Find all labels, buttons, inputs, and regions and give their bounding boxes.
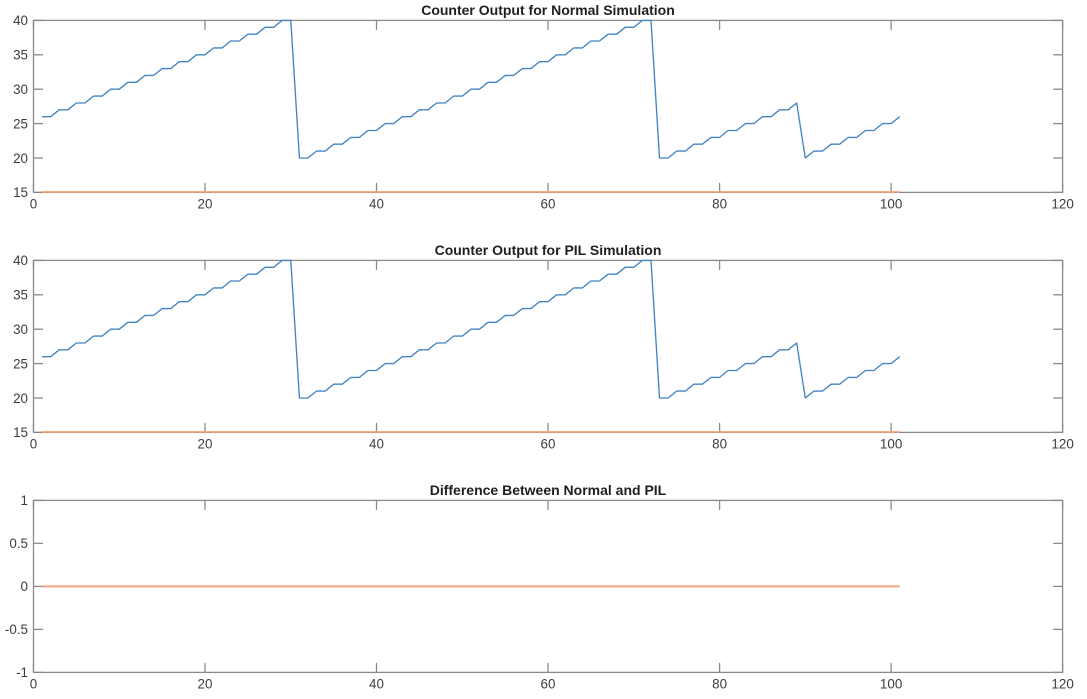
svg-text:20: 20	[13, 391, 28, 406]
svg-text:15: 15	[13, 185, 28, 200]
svg-text:35: 35	[13, 288, 28, 303]
svg-text:25: 25	[13, 116, 28, 131]
svg-text:Difference Between Normal and: Difference Between Normal and PIL	[430, 482, 667, 498]
svg-text:100: 100	[880, 677, 902, 692]
svg-text:Counter Output for PIL Simulat: Counter Output for PIL Simulation	[435, 242, 662, 258]
svg-text:25: 25	[13, 356, 28, 371]
svg-text:20: 20	[13, 151, 28, 166]
svg-text:80: 80	[712, 437, 727, 452]
svg-text:30: 30	[13, 82, 28, 97]
svg-text:40: 40	[13, 13, 28, 28]
svg-text:15: 15	[13, 425, 28, 440]
svg-text:60: 60	[541, 437, 556, 452]
svg-text:0: 0	[30, 677, 37, 692]
svg-text:120: 120	[1051, 197, 1073, 212]
svg-text:40: 40	[13, 253, 28, 268]
svg-text:1: 1	[21, 493, 28, 508]
svg-text:40: 40	[369, 437, 384, 452]
svg-text:100: 100	[880, 437, 902, 452]
svg-text:20: 20	[198, 197, 213, 212]
svg-text:60: 60	[541, 677, 556, 692]
svg-text:-0.5: -0.5	[5, 622, 28, 637]
svg-text:0: 0	[21, 579, 28, 594]
svg-text:100: 100	[880, 197, 902, 212]
svg-text:120: 120	[1051, 437, 1073, 452]
svg-text:120: 120	[1051, 677, 1073, 692]
svg-text:80: 80	[712, 197, 727, 212]
svg-text:40: 40	[369, 197, 384, 212]
svg-text:30: 30	[13, 322, 28, 337]
svg-text:0: 0	[30, 437, 37, 452]
svg-text:0: 0	[30, 197, 37, 212]
svg-text:20: 20	[198, 437, 213, 452]
svg-text:Counter Output for Normal Simu: Counter Output for Normal Simulation	[421, 2, 675, 18]
svg-text:0.5: 0.5	[9, 536, 28, 551]
svg-text:20: 20	[198, 677, 213, 692]
svg-text:60: 60	[541, 197, 556, 212]
svg-text:80: 80	[712, 677, 727, 692]
svg-text:-1: -1	[16, 665, 28, 680]
svg-text:40: 40	[369, 677, 384, 692]
svg-text:35: 35	[13, 48, 28, 63]
